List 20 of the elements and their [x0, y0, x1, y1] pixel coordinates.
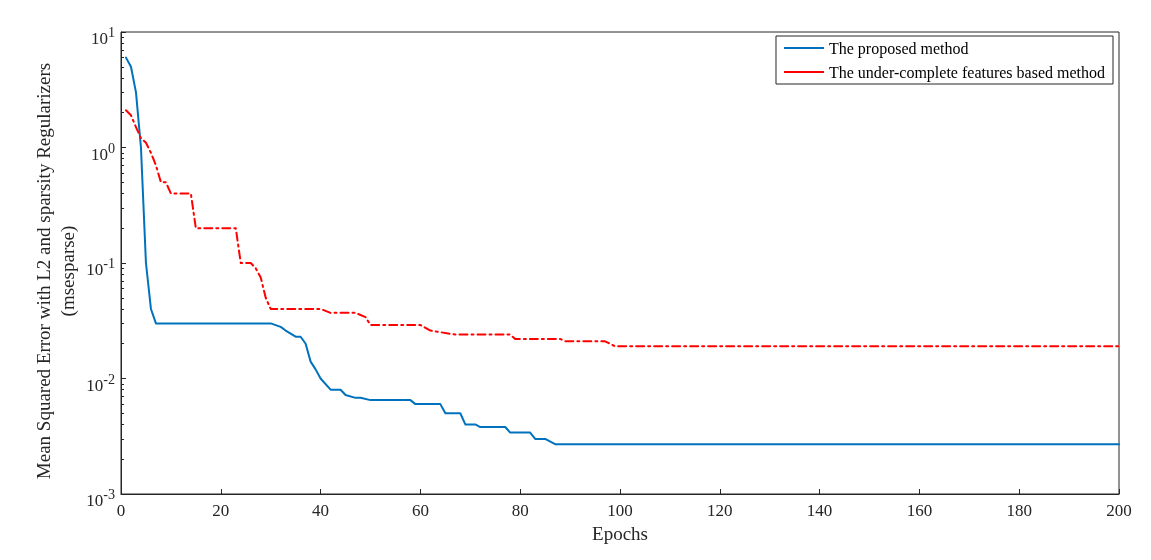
legend-label: The proposed method: [828, 39, 969, 58]
y-tick-label: 10$^{-2}$: [86, 369, 115, 397]
x-tick-label: 40: [312, 501, 330, 520]
y-tick-label: 10$^{-1}$: [86, 254, 115, 281]
y-tick-label: 10$^{1}$: [90, 23, 115, 50]
x-tick-label: 200: [1106, 501, 1132, 520]
x-tick-label: 20: [212, 501, 230, 520]
x-tick-label: 120: [707, 501, 733, 520]
y-tick-label: 10$^{-3}$: [86, 485, 115, 512]
x-tick-label: 180: [1006, 501, 1032, 520]
x-tick-label: 60: [411, 501, 429, 520]
y-tick-label: 10$^{0}$: [90, 138, 115, 166]
legend-label: The under-complete features based method: [828, 63, 1106, 82]
x-tick-label: 160: [906, 501, 933, 520]
x-tick-label: 0: [116, 501, 126, 520]
x-axis-title: Epochs: [592, 522, 648, 544]
x-tick-label: 100: [607, 501, 633, 520]
x-tick-label: 80: [511, 501, 529, 520]
x-tick-label: 140: [806, 501, 833, 520]
y-axis-title: Mean Squared Error with L2 and sparsity Regularizers (msesparse): [32, 61, 79, 481]
